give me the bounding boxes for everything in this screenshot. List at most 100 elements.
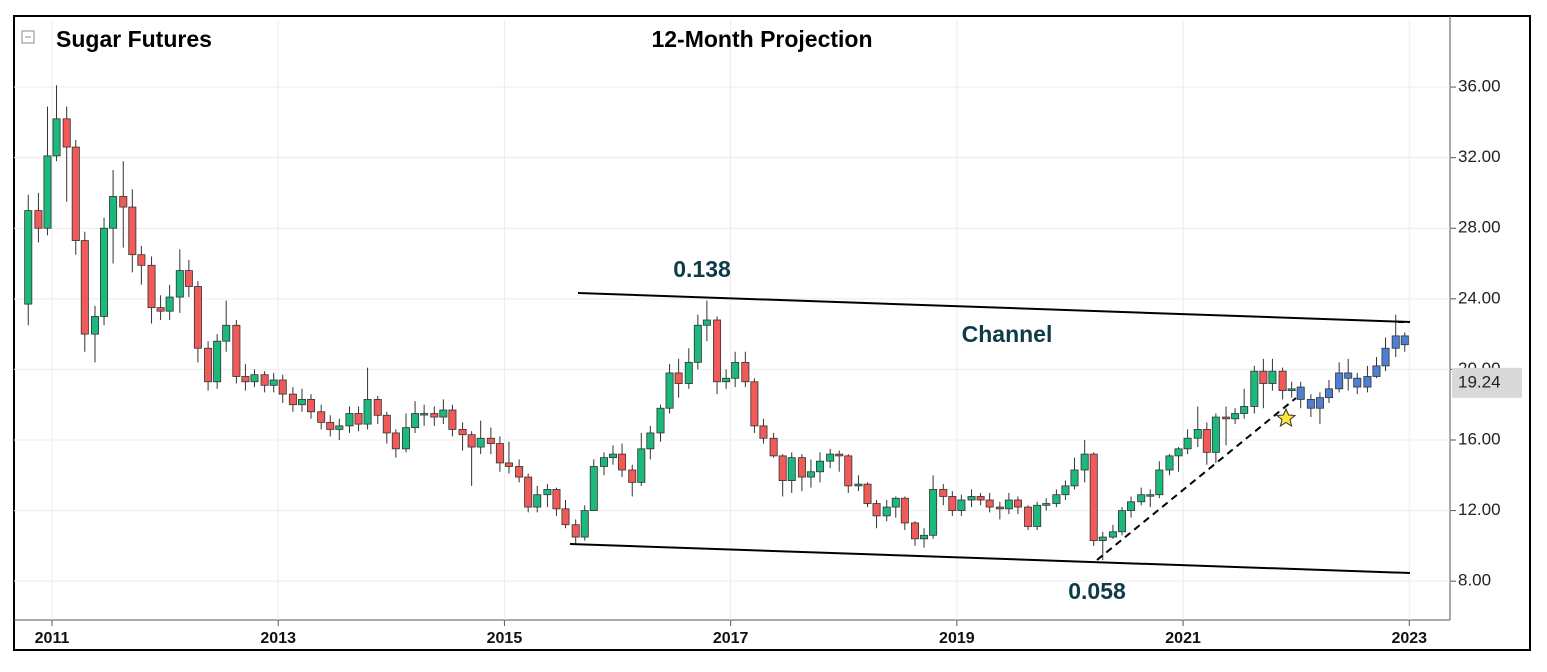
candle-body (1080, 453, 1089, 471)
candle-body (232, 324, 241, 377)
x-tick-label: 2023 (1391, 630, 1427, 647)
x-tick-label: 2019 (939, 630, 975, 647)
candle-body (750, 381, 759, 427)
candle-body (515, 466, 524, 478)
candle-body (665, 372, 674, 409)
candle-body (684, 361, 693, 384)
channel-upper (577, 292, 1411, 323)
candle-body (580, 510, 589, 538)
candle-body (448, 409, 457, 430)
candle-body (1222, 416, 1231, 420)
candle-body (826, 453, 835, 462)
candle-body (1240, 406, 1249, 414)
candle-body (458, 429, 467, 436)
candle-body (741, 361, 750, 383)
y-tick-label: 28.00 (1458, 218, 1501, 237)
candle-body (646, 432, 655, 450)
candle-body (213, 340, 222, 383)
candle-body (269, 379, 278, 386)
candle-body (1127, 501, 1136, 511)
candle-body (439, 409, 448, 418)
candle-body (1231, 413, 1240, 420)
candle-body (1202, 429, 1211, 453)
chart-title: Sugar Futures (56, 26, 212, 52)
candle-body (71, 146, 80, 241)
annotation: 0.058 (1068, 578, 1126, 604)
candle-body (939, 489, 948, 497)
candle-body (1381, 347, 1390, 367)
candle-body (702, 319, 711, 326)
annotation: 0.138 (673, 256, 731, 282)
candle-body (1165, 455, 1174, 471)
y-tick-label: 32.00 (1458, 147, 1501, 166)
candle-body (420, 413, 429, 416)
candle-body (1033, 504, 1042, 527)
candle-body (1024, 506, 1033, 527)
candle-body (609, 453, 618, 459)
candle-body (204, 347, 213, 383)
candle-body (391, 432, 400, 450)
candle-body (495, 443, 504, 464)
candle-body (561, 508, 570, 526)
candle-body (1363, 376, 1372, 388)
candle-body (533, 494, 542, 508)
candle-body (363, 399, 372, 425)
candle-body (1098, 536, 1107, 541)
candle-body (769, 437, 778, 457)
candle-body (128, 206, 137, 256)
y-tick-label: 8.00 (1458, 571, 1491, 590)
candle-body (260, 374, 269, 386)
candle-body (1146, 494, 1155, 497)
candle-body (109, 196, 118, 229)
candle-body (1061, 485, 1070, 496)
price-label: 19.24 (1458, 372, 1501, 391)
candle-body (90, 316, 99, 335)
candles (24, 85, 1409, 560)
candle-body (175, 270, 184, 298)
candle-body (900, 497, 909, 524)
candle-body (911, 522, 920, 540)
candle-body (1052, 494, 1061, 504)
candle-body (1193, 429, 1202, 439)
candle-body (1335, 372, 1344, 390)
candle-body (354, 413, 363, 425)
candle-body (1315, 397, 1324, 409)
candle-body (976, 496, 985, 501)
candle-body (872, 503, 881, 517)
candle-body (674, 372, 683, 384)
candle-body (165, 296, 174, 312)
candle-body (1287, 388, 1296, 391)
candle-body (618, 453, 627, 471)
candle-body (731, 361, 740, 379)
candle-body (920, 534, 929, 540)
candle-body (693, 324, 702, 363)
candle-body (1344, 372, 1353, 379)
candle-body (193, 286, 202, 349)
candle-body (1070, 469, 1079, 487)
x-tick-label: 2011 (35, 630, 70, 647)
y-tick-label: 16.00 (1458, 429, 1501, 448)
candle-body (599, 457, 608, 467)
candle-body (24, 210, 33, 305)
candle-body (815, 460, 824, 473)
candle-body (1174, 448, 1183, 457)
candle-body (486, 437, 495, 444)
candle-body (119, 196, 128, 208)
candle-body (288, 393, 297, 406)
x-tick-label: 2017 (713, 630, 749, 647)
y-tick-label: 24.00 (1458, 288, 1501, 307)
candle-body (307, 399, 316, 413)
candle-body (985, 499, 994, 508)
candle-body (1259, 370, 1268, 384)
candle-body (184, 270, 193, 287)
candle-body (156, 307, 165, 312)
candle-body (1324, 388, 1333, 399)
collapse-icon[interactable] (21, 30, 35, 44)
candle-body (34, 210, 43, 229)
candle-body (100, 227, 109, 317)
candle-body (411, 413, 420, 429)
candle-body (62, 118, 71, 148)
candle-body (797, 457, 806, 478)
candle-body (995, 506, 1004, 510)
